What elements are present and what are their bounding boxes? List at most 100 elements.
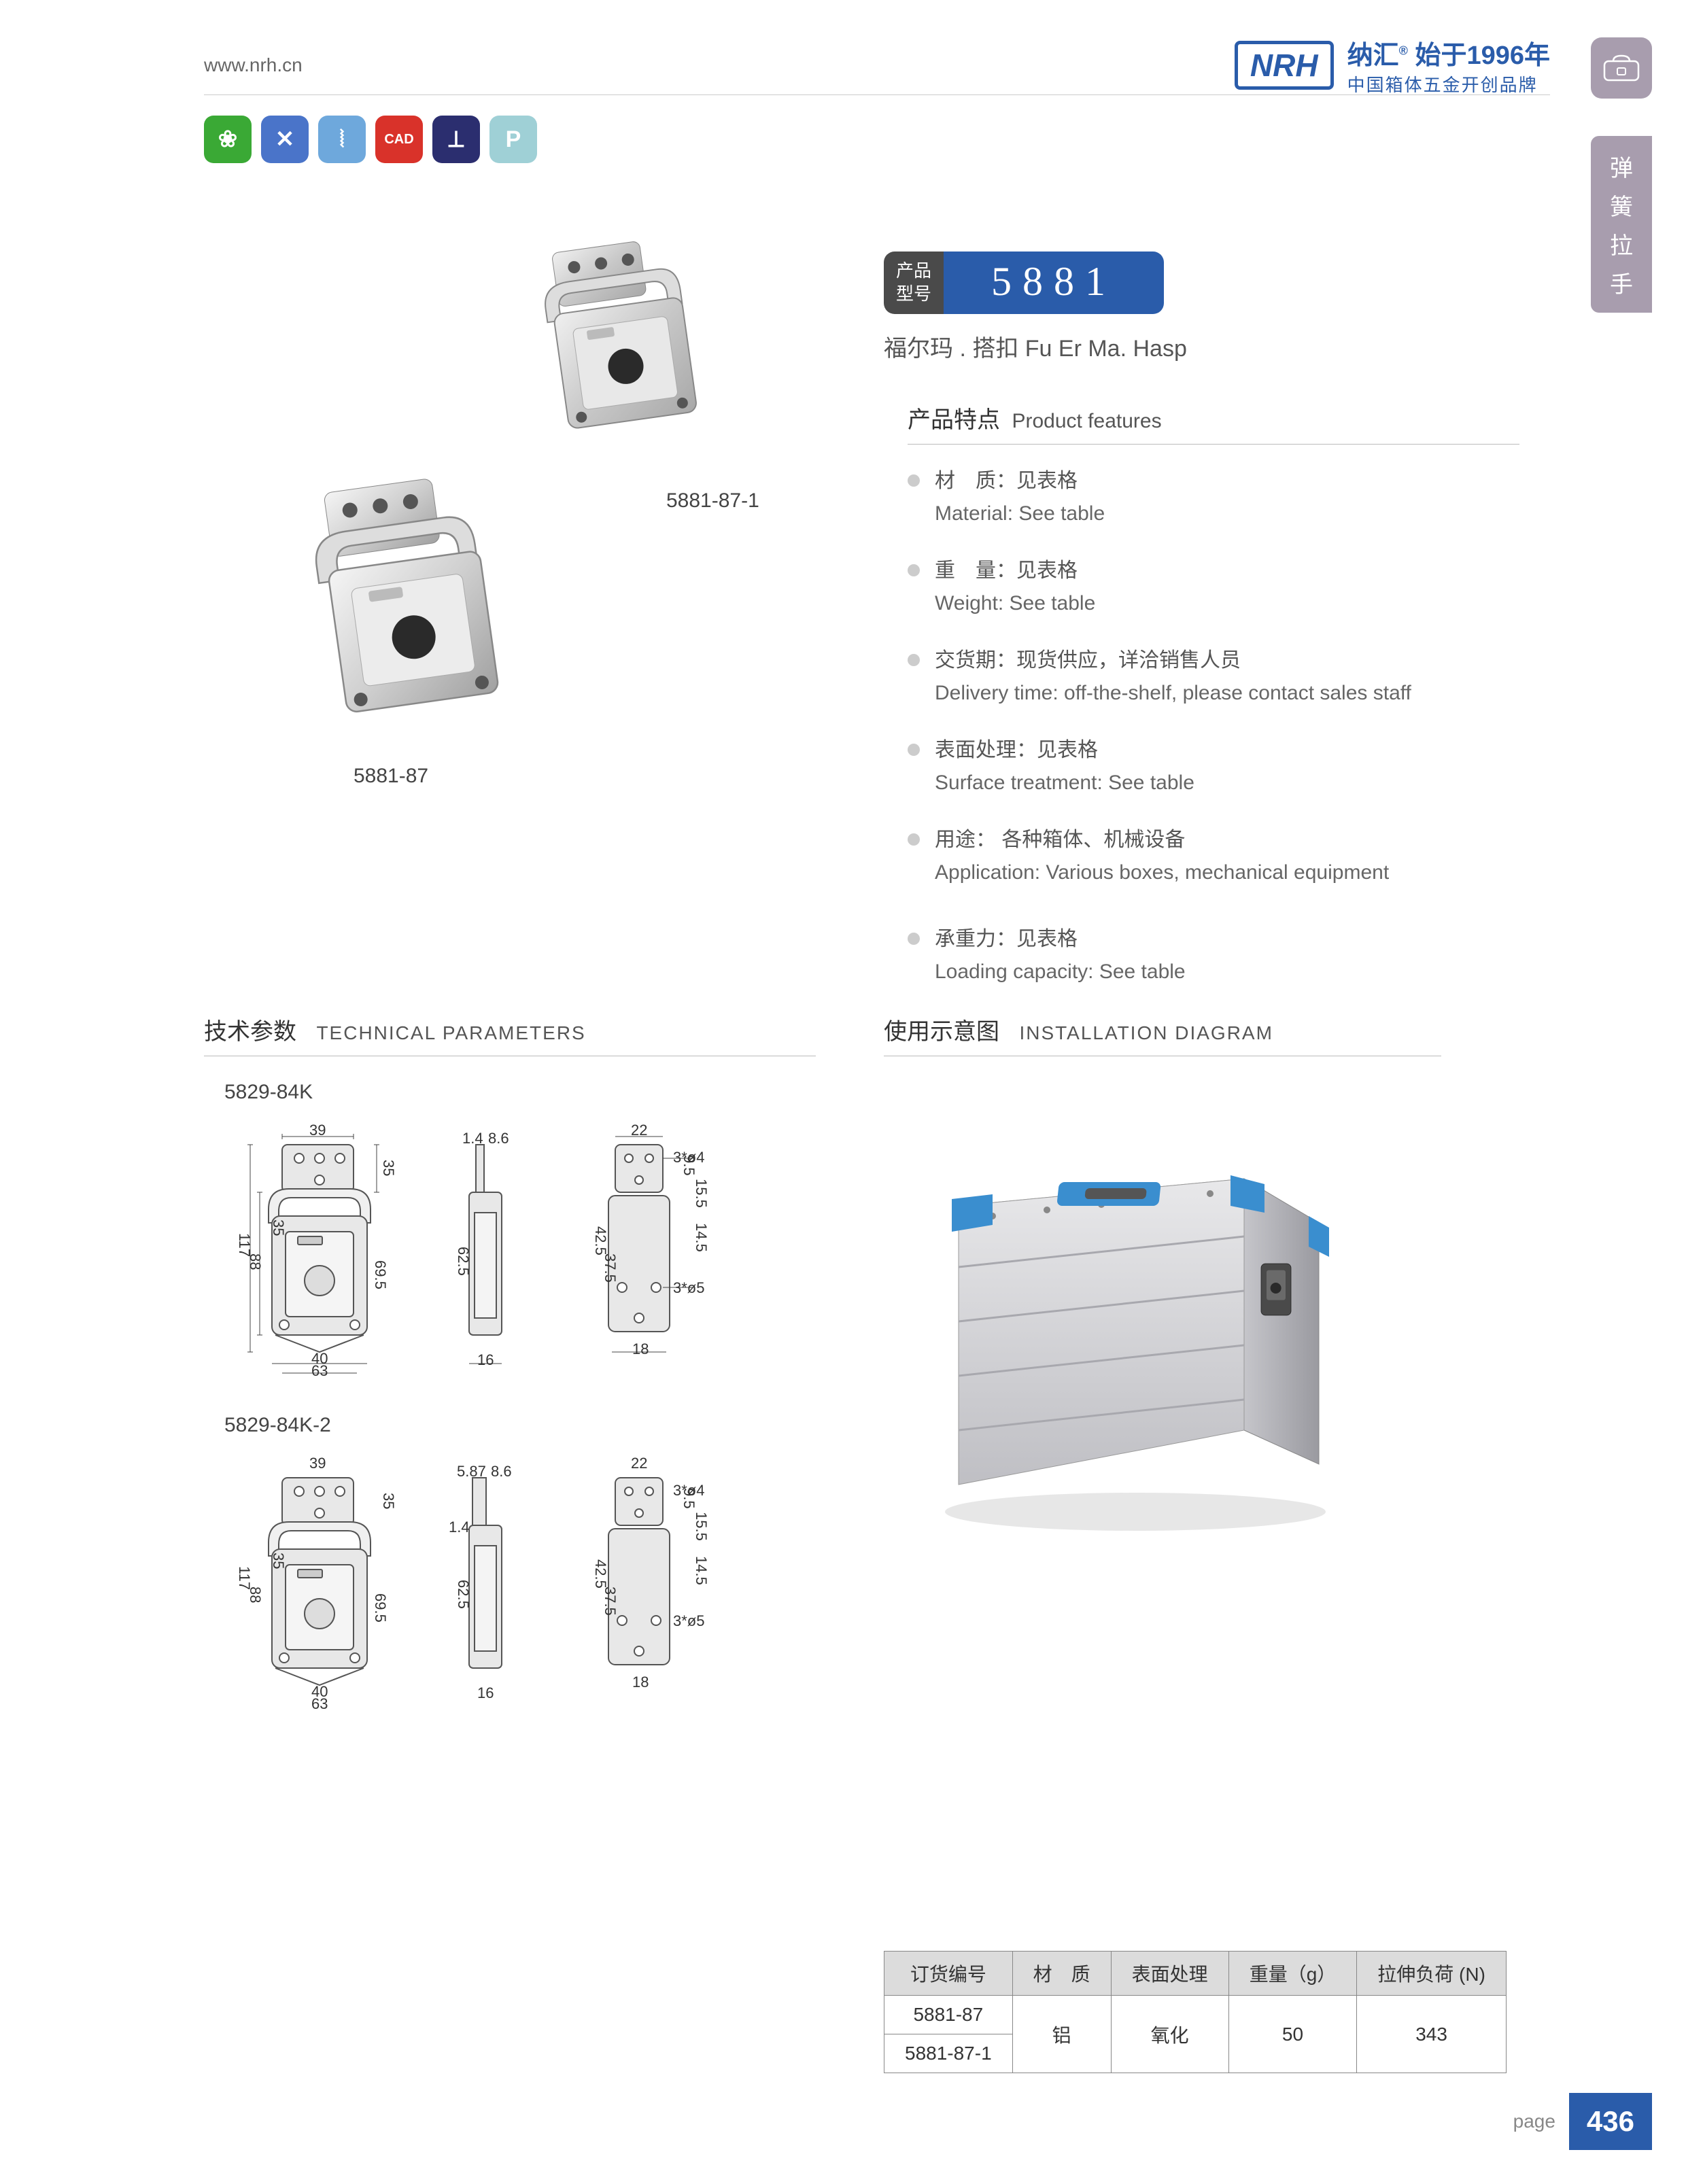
feature-item: 重 量：见表格 Weight: See table [908,555,1519,620]
tech-group-1-label: 5829-84K [224,1081,816,1104]
dim-back-hmain: 42.5 [591,1226,609,1255]
feature-item: 交货期：现货供应，详洽销售人员Delivery time: off-the-sh… [908,644,1519,710]
tab-char-2: 簧 [1610,188,1633,222]
dim2-side-bw: 16 [477,1684,494,1702]
dim-bottom-outer: 63 [311,1362,328,1380]
feature-item: 用途： 各种箱体、机械设备Application: Various boxes,… [908,824,1519,889]
dim-inner-h: 69.5 [371,1260,389,1289]
dim2-side-h: 62.5 [454,1580,472,1609]
brand-text: 纳汇® 始于1996年 中国箱体五金开创品牌 [1347,34,1550,97]
drawing-front-1: 39 117 88 35 35 69.5 40 63 [218,1117,401,1389]
feature-item: 表面处理：见表格Surface treatment: See table [908,734,1519,799]
feature-cn: 重 量：见表格 [935,559,1078,582]
dim2-h-35: 35 [269,1553,287,1569]
feature-cn: 表面处理：见表格 [935,739,1098,761]
tools-icon: ✕ [261,116,309,163]
model-number: 5881 [944,252,1164,314]
cell-material: 铝 [1012,1996,1111,2073]
dim-back-bw: 18 [632,1340,649,1358]
cell-order-1: 5881-87 [884,1996,1013,2034]
brand-year: 1996年 [1466,41,1550,70]
dim-back-h1: 9.5 [680,1155,698,1176]
feature-item: 材 质：见表格Material: See table [908,465,1519,530]
dim-side-h: 62.5 [454,1247,472,1276]
dim2-back-h3: 14.5 [692,1556,710,1585]
drawing-front-2: 39 117 88 35 35 69.5 40 63 [218,1451,401,1722]
technical-parameters: 技术参数 TECHNICAL PARAMETERS 5829-84K [204,1013,816,1722]
side-category-tab: 弹 簧 拉 手 [1591,136,1652,313]
product-image-2-label: 5881-87 [354,765,428,788]
dim2-back-hmain: 42.5 [591,1559,609,1589]
side-product-icon [1591,37,1652,99]
dim2-back-bw: 18 [632,1674,649,1691]
dim-side-t1: 1.4 [462,1130,483,1147]
dim2-back-hole2: 3*ø5 [673,1612,704,1630]
site-url: www.nrh.cn [204,54,303,76]
dim2-top-w: 39 [309,1455,326,1472]
model-label-l1: 产品 [896,260,931,283]
page-footer: page 436 [1513,2093,1652,2150]
product-image-2 [238,462,578,748]
dim-back-hin: 37.5 [601,1253,619,1283]
th-order-no: 订货编号 [884,1952,1013,1996]
feature-en: Application: Various boxes, mechanical e… [935,856,1519,889]
drawing-back-1: 22 3*ø4 9.5 15.5 14.5 42.5 37.5 3*ø5 18 [571,1117,721,1389]
feature-icon-row: ❀✕⦚CAD⟂P [204,116,537,163]
features-heading: 产品特点 Product features [908,401,1519,445]
product-image-area: 5881-87-1 5881-87 [218,224,829,768]
cell-load: 343 [1357,1996,1507,2073]
install-box-image [884,1104,1373,1539]
dim2-side-t2: 8.6 [491,1463,512,1480]
features-heading-cn: 产品特点 [908,407,1000,433]
model-subtitle: 福尔玛 . 搭扣 Fu Er Ma. Hasp [884,330,1187,363]
nrh-logo: NRH [1235,41,1334,90]
feature-item: 承重力：见表格Loading capacity: See table [908,923,1519,988]
feature-en: Weight: See table [935,587,1519,620]
tech-heading: 技术参数 TECHNICAL PARAMETERS [204,1013,816,1056]
tech-group-2-label: 5829-84K-2 [224,1414,816,1437]
dim-side-t2: 8.6 [488,1130,509,1147]
page-header: www.nrh.cn NRH 纳汇® 始于1996年 中国箱体五金开创品牌 [204,41,1550,95]
table-row: 5881-87 铝 氧化 50 343 [884,1996,1507,2034]
table-header-row: 订货编号 材 质 表面处理 重量（g） 拉伸负荷 (N) [884,1952,1507,1996]
cell-order-2: 5881-87-1 [884,2034,1013,2073]
dim2-back-h1: 9.5 [680,1488,698,1509]
brand-block: NRH 纳汇® 始于1996年 中国箱体五金开创品牌 [1235,34,1550,97]
dim2-inner-top: 35 [379,1493,397,1509]
tab-char-4: 手 [1610,266,1633,299]
p-icon: P [489,116,537,163]
drawing-back-2: 22 3*ø4 9.5 15.5 14.5 42.5 37.5 3*ø5 18 [571,1451,721,1722]
install-heading-cn: 使用示意图 [884,1019,999,1045]
feature-en: Loading capacity: See table [935,956,1519,988]
dim2-h-inner: 88 [246,1587,264,1603]
drawing-side-2: 5.87 8.6 1.4 62.5 16 [435,1451,537,1722]
dim-back-h2: 15.5 [692,1179,710,1208]
drawing-set-2: 39 117 88 35 35 69.5 40 63 5.87 8.6 1.4 … [218,1451,816,1722]
brand-since: 始于 [1415,41,1466,70]
th-material: 材 质 [1012,1952,1111,1996]
dim2-back-hin: 37.5 [601,1587,619,1616]
page-number: 436 [1569,2093,1652,2150]
model-label: 产品 型号 [884,252,944,314]
drawing-set-1: 39 117 88 35 35 69.5 40 63 1.4 8.6 [218,1117,816,1389]
th-load: 拉伸负荷 (N) [1357,1952,1507,1996]
dim2-back-tw: 22 [631,1455,647,1472]
features-heading-en: Product features [1012,410,1161,432]
feature-cn: 交货期：现货供应，详洽销售人员 [935,649,1241,672]
product-features: 产品特点 Product features 材 质：见表格Material: S… [908,401,1519,1013]
eco-icon: ❀ [204,116,252,163]
dim-back-hole2: 3*ø5 [673,1279,704,1297]
spec-table: 订货编号 材 质 表面处理 重量（g） 拉伸负荷 (N) 5881-87 铝 氧… [884,1951,1507,2073]
tab-char-1: 弹 [1610,150,1633,183]
cell-weight: 50 [1228,1996,1357,2073]
dim-back-tw: 22 [631,1122,647,1139]
model-number-block: 产品 型号 5881 [884,252,1164,314]
feature-en: Material: See table [935,498,1519,530]
screw-icon: ⟂ [432,116,480,163]
dim-h-35: 35 [269,1219,287,1236]
spring-icon: ⦚ [318,116,366,163]
dim-h-inner: 88 [246,1253,264,1270]
dim2-back-h2: 15.5 [692,1512,710,1541]
cell-surface: 氧化 [1111,1996,1228,2073]
tab-char-3: 拉 [1610,227,1633,260]
